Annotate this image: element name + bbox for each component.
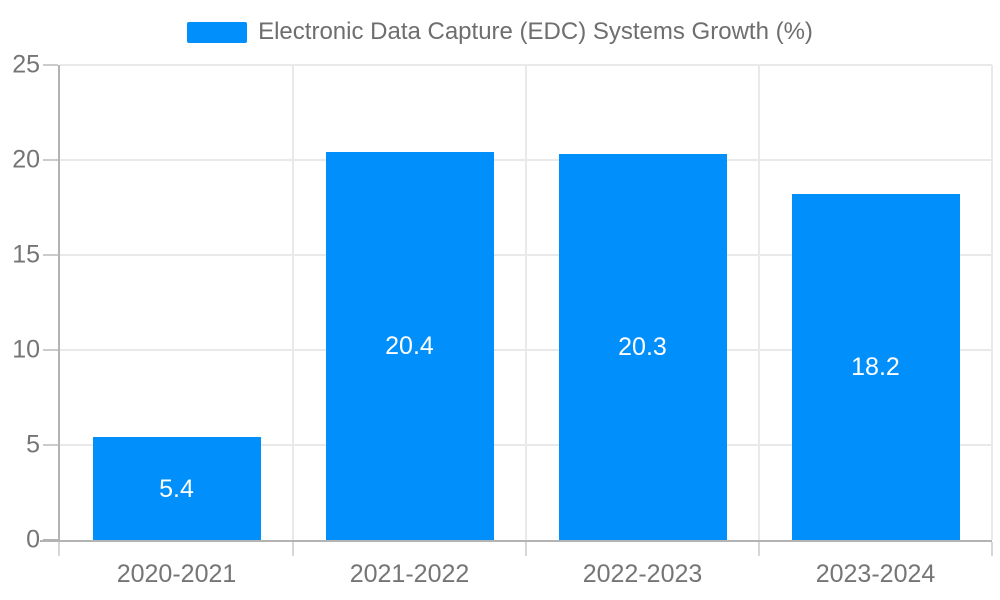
x-tick-label-2022-2023: 2022-2023: [582, 560, 703, 588]
legend-swatch-icon: [187, 21, 248, 43]
y-tick-label-15: 15: [12, 240, 40, 269]
x-tick-mark-4: [991, 542, 993, 556]
x-tick-mark-1: [292, 542, 294, 556]
y-tick-label-5: 5: [26, 430, 40, 459]
y-tick-label-10: 10: [12, 335, 40, 364]
y-tick-label-0: 0: [26, 525, 40, 554]
v-gridline-3: [758, 65, 760, 540]
y-axis-line: [58, 65, 60, 540]
x-tick-label-2020-2021: 2020-2021: [116, 560, 237, 588]
x-tick-label-2021-2022: 2021-2022: [349, 560, 470, 588]
y-tick-label-20: 20: [12, 145, 40, 174]
y-tick-mark-20: [43, 159, 58, 161]
chart-legend[interactable]: Electronic Data Capture (EDC) Systems Gr…: [0, 14, 1000, 50]
bar-2023-2024[interactable]: 18.2: [791, 194, 960, 540]
v-gridline-2: [525, 65, 527, 540]
y-tick-mark-15: [43, 254, 58, 256]
bar-2020-2021[interactable]: 5.4: [92, 437, 261, 540]
bar-value-label-2021-2022: 20.4: [385, 332, 434, 361]
bar-value-label-2020-2021: 5.4: [159, 474, 194, 503]
legend-series-label: Electronic Data Capture (EDC) Systems Gr…: [258, 18, 813, 45]
plot-area: 5.4 20.4 20.3 18.2: [40, 64, 993, 556]
bar-value-label-2023-2024: 18.2: [851, 353, 900, 382]
y-tick-mark-0: [43, 539, 58, 541]
y-tick-label-25: 25: [12, 50, 40, 79]
x-tick-mark-0: [58, 542, 60, 556]
bar-value-label-2022-2023: 20.3: [618, 333, 667, 362]
y-tick-mark-10: [43, 349, 58, 351]
y-tick-mark-25: [43, 64, 58, 66]
bar-2021-2022[interactable]: 20.4: [325, 152, 494, 540]
bar-2022-2023[interactable]: 20.3: [558, 154, 727, 540]
x-tick-mark-2: [525, 542, 527, 556]
v-gridline-4: [991, 65, 993, 540]
y-tick-mark-5: [43, 444, 58, 446]
x-axis-line: [40, 540, 992, 542]
x-tick-mark-3: [758, 542, 760, 556]
v-gridline-1: [292, 65, 294, 540]
x-tick-label-2023-2024: 2023-2024: [815, 560, 936, 588]
